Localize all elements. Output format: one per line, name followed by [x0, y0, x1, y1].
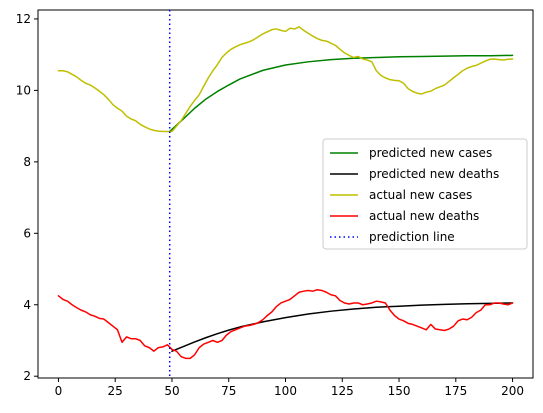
x-tick-label: 175	[444, 384, 467, 398]
legend-label-3: actual new deaths	[369, 209, 479, 223]
y-tick-label: 10	[16, 83, 31, 97]
series-line-3	[57, 289, 514, 360]
x-tick-label: 0	[55, 384, 63, 398]
legend-label-1: predicted new deaths	[369, 167, 499, 181]
series-line-0	[168, 54, 514, 133]
x-tick-label: 50	[164, 384, 179, 398]
y-tick-label: 2	[23, 369, 31, 383]
legend-label-2: actual new cases	[369, 188, 472, 202]
x-tick-label: 25	[108, 384, 123, 398]
x-axis: 0 25 50 75 100 125 150 175 200	[55, 378, 524, 398]
x-tick-label: 100	[274, 384, 297, 398]
x-tick-label: 125	[331, 384, 354, 398]
series-line-2	[57, 26, 514, 133]
series-layer	[57, 26, 514, 360]
y-axis: 2 4 6 8 10 12	[16, 12, 38, 383]
y-tick-label: 8	[23, 155, 31, 169]
y-tick-label: 4	[23, 298, 31, 312]
y-tick-label: 12	[16, 12, 31, 26]
legend-label-0: predicted new cases	[369, 146, 492, 160]
legend: predicted new cases predicted new deaths a…	[322, 138, 528, 250]
x-tick-label: 200	[501, 384, 524, 398]
y-tick-label: 6	[23, 226, 31, 240]
x-tick-label: 75	[221, 384, 236, 398]
legend-frame	[322, 138, 528, 250]
legend-label-4: prediction line	[369, 230, 455, 244]
legend-items: predicted new cases predicted new deaths a…	[330, 146, 499, 244]
series-line-1	[171, 302, 514, 352]
x-tick-label: 150	[388, 384, 411, 398]
